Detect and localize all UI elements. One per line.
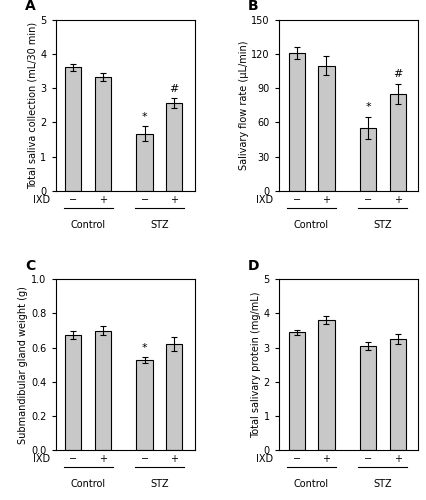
Text: −: − [140,195,148,205]
Text: IXD: IXD [256,454,273,464]
Text: −: − [69,454,77,464]
Text: *: * [364,102,370,113]
Bar [359,128,375,190]
Text: Control: Control [70,220,106,230]
Text: STZ: STZ [373,220,391,230]
Text: −: − [292,195,300,205]
Text: +: + [322,195,330,205]
Text: STZ: STZ [150,220,168,230]
Bar [166,103,182,190]
Bar [288,332,304,450]
Bar [317,66,334,190]
Bar [359,346,375,450]
Text: Control: Control [70,479,106,489]
Text: *: * [141,343,147,353]
Text: #: # [392,70,401,80]
Bar [65,335,81,450]
Text: −: − [292,454,300,464]
Text: STZ: STZ [373,479,391,489]
Y-axis label: Total salivary protein (mg/mL): Total salivary protein (mg/mL) [250,292,260,438]
Text: STZ: STZ [150,479,168,489]
Text: −: − [69,195,77,205]
Y-axis label: Total saliva collection (mL/30 min): Total saliva collection (mL/30 min) [27,22,37,189]
Text: +: + [322,454,330,464]
Text: −: − [140,454,148,464]
Y-axis label: Submandibular gland weight (g): Submandibular gland weight (g) [18,286,28,444]
Text: +: + [393,195,401,205]
Text: IXD: IXD [33,195,50,205]
Bar [136,360,153,450]
Text: −: − [363,195,371,205]
Text: B: B [248,0,258,13]
Text: −: − [363,454,371,464]
Bar [317,320,334,450]
Text: A: A [25,0,35,13]
Text: Control: Control [293,479,328,489]
Text: +: + [393,454,401,464]
Bar [389,94,405,190]
Text: Control: Control [293,220,328,230]
Bar [389,339,405,450]
Text: C: C [25,258,35,272]
Text: *: * [141,112,147,122]
Bar [65,67,81,190]
Bar [288,53,304,190]
Bar [136,134,153,190]
Bar [166,344,182,450]
Text: +: + [99,454,107,464]
Text: +: + [170,195,178,205]
Text: D: D [248,258,259,272]
Y-axis label: Salivary flow rate (μL/min): Salivary flow rate (μL/min) [238,40,248,170]
Text: IXD: IXD [33,454,50,464]
Text: +: + [99,195,107,205]
Text: #: # [169,84,178,94]
Bar [95,330,111,450]
Text: IXD: IXD [256,195,273,205]
Text: +: + [170,454,178,464]
Bar [95,77,111,190]
